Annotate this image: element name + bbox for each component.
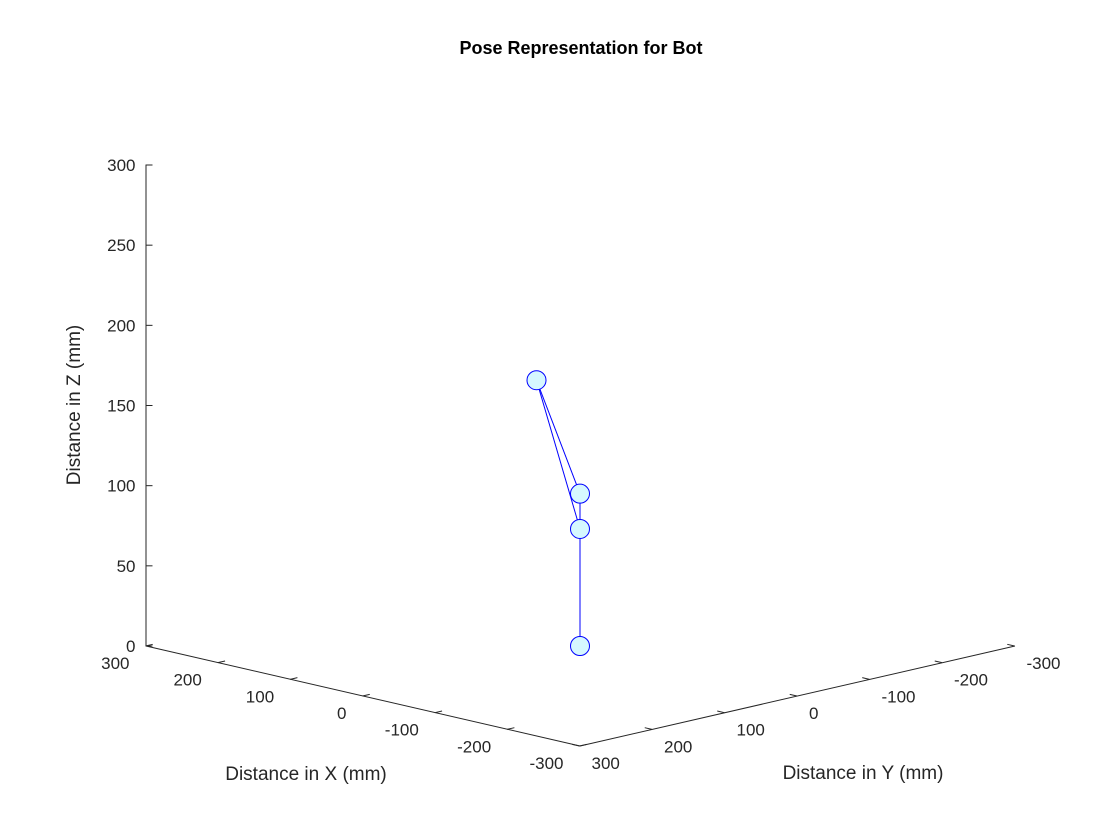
x-tick-label: 100: [246, 687, 274, 706]
pose-link-line: [536, 380, 581, 530]
y-tick-mark: [934, 660, 943, 664]
x-tick-label: 0: [337, 704, 346, 723]
y-tick-mark: [644, 727, 653, 730]
pose-joint-marker: [570, 518, 590, 539]
y-tick-label: -300: [1026, 654, 1060, 673]
z-axis-label: Distance in Z (mm): [64, 325, 85, 485]
y-tick-label: 200: [664, 737, 692, 756]
z-tick-label: 200: [107, 316, 135, 335]
pose-joint-marker: [526, 370, 547, 391]
z-tick-label: 150: [107, 397, 135, 416]
x-tick-mark: [579, 743, 587, 747]
y-tick-mark: [717, 710, 725, 714]
y-tick-label: 100: [736, 721, 764, 740]
x-tick-mark: [507, 727, 515, 730]
y-tick-mark: [1007, 643, 1015, 647]
y-tick-label: -100: [881, 687, 915, 706]
y-tick-mark: [572, 743, 580, 747]
x-axis-ticks: 300 200 100 0 -100 -200 -300: [101, 643, 587, 773]
y-tick-label: -200: [954, 671, 988, 690]
x-tick-mark: [362, 693, 370, 697]
chart-title: Pose Representation for Bot: [459, 38, 702, 58]
x-tick-mark: [217, 660, 226, 664]
x-tick-label: -200: [457, 737, 491, 756]
y-axis-label: Distance in Y (mm): [783, 763, 944, 784]
pose-lines: [536, 380, 581, 646]
z-axis-ticks: 0 50 100 150 200 250 300: [107, 156, 153, 656]
pose-markers: [526, 370, 590, 656]
x-tick-mark: [290, 677, 298, 680]
pose-link-line: [536, 380, 581, 494]
y-tick-mark: [862, 677, 870, 680]
x-tick-mark: [145, 643, 153, 647]
x-tick-label: 300: [101, 654, 129, 673]
z-tick-label: 0: [126, 637, 135, 656]
x-tick-label: 200: [173, 671, 201, 690]
z-tick-label: 300: [107, 156, 135, 175]
z-tick-label: 250: [107, 236, 135, 255]
pose-joint-marker: [570, 636, 590, 656]
x-axis-label: Distance in X (mm): [225, 764, 387, 785]
x-tick-label: -100: [385, 721, 419, 740]
z-tick-label: 100: [107, 477, 135, 496]
y-axis-line: [579, 645, 1016, 747]
y-axis-ticks: 300 200 100 0 -100 -200 -300: [572, 643, 1061, 773]
x-tick-label: -300: [529, 754, 563, 773]
z-tick-label: 50: [117, 557, 136, 576]
y-tick-label: 300: [591, 754, 619, 773]
pose-joint-marker: [570, 483, 590, 504]
y-tick-mark: [789, 693, 798, 697]
x-tick-mark: [434, 710, 443, 714]
y-tick-label: 0: [809, 704, 818, 723]
